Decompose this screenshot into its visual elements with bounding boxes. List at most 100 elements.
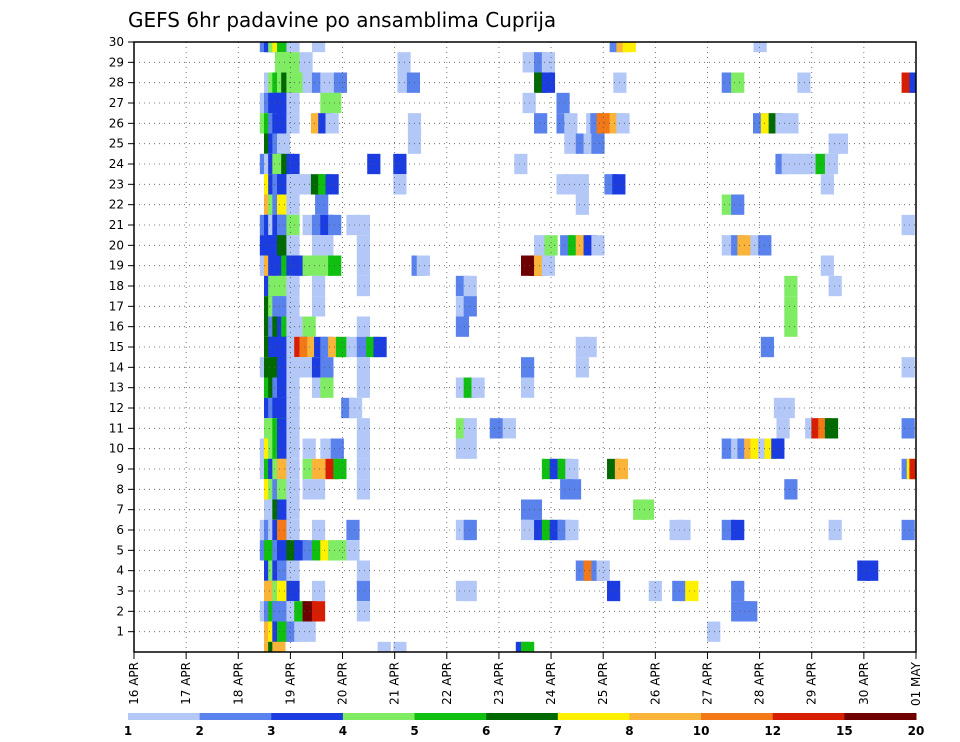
colorbar-label: 10	[693, 724, 710, 738]
heatmap-cell	[286, 580, 300, 602]
y-tick-label: 25	[109, 137, 124, 151]
heatmap-cell	[591, 133, 605, 154]
heatmap-cell	[834, 133, 849, 154]
heatmap-cell	[286, 194, 300, 215]
x-tick-label: 29 APR	[805, 662, 819, 705]
heatmap-cell	[286, 92, 300, 114]
heatmap-cell	[356, 479, 370, 500]
heatmap-cell	[731, 72, 745, 93]
heatmap-cell	[784, 479, 798, 500]
heatmap-cell	[489, 418, 503, 439]
heatmap-cell	[556, 92, 570, 114]
heatmap-cell	[901, 418, 915, 439]
heatmap-cell	[672, 580, 686, 602]
heatmap-cell	[541, 52, 556, 73]
heatmap-cell	[463, 438, 477, 459]
colorbar-label: 8	[625, 724, 633, 738]
colorbar-label: 20	[908, 724, 925, 738]
x-tick-label: 21 APR	[388, 662, 402, 705]
heatmap-cell	[731, 580, 745, 602]
heatmap-cell	[609, 42, 623, 53]
heatmap-cell	[356, 418, 370, 439]
y-tick-label: 7	[116, 503, 124, 517]
heatmap-cell	[640, 499, 655, 520]
y-tick-label: 23	[109, 177, 124, 191]
colorbar-label: 6	[482, 724, 490, 738]
heatmap-cell	[784, 275, 798, 297]
colorbar-label: 15	[836, 724, 853, 738]
x-tick-label: 16 APR	[127, 662, 141, 705]
heatmap-cell	[286, 214, 300, 236]
heatmap-cell	[455, 316, 470, 337]
colorbar: 1 2 3 4 5 6 7 8 10 12 15 20	[124, 713, 925, 738]
heatmap-cell	[463, 519, 477, 541]
heatmap-cell	[784, 316, 798, 337]
heatmap-cell	[471, 377, 485, 398]
y-tick-label: 3	[116, 584, 124, 598]
y-tick-label: 18	[109, 279, 124, 293]
heatmap-cell	[346, 519, 360, 541]
heatmap-cell	[565, 458, 579, 480]
heatmap-cell	[797, 72, 811, 93]
heatmap-cell	[286, 397, 300, 419]
heatmap-cell	[521, 357, 535, 378]
heatmap-cell	[286, 235, 300, 256]
heatmap-cell	[534, 235, 548, 256]
heatmap-cell	[901, 214, 915, 236]
x-tick-label: 25 APR	[596, 662, 610, 705]
y-tick-label: 6	[116, 523, 124, 537]
heatmap-cell	[320, 377, 334, 398]
y-tick-label: 15	[109, 340, 124, 354]
x-tick-label: 24 APR	[544, 662, 558, 705]
heatmap-cell	[325, 174, 339, 195]
heatmap-cell	[348, 397, 363, 419]
x-tick-label: 19 APR	[283, 662, 297, 705]
heatmap-cell	[820, 255, 834, 276]
heatmap-cell	[463, 580, 477, 602]
heatmap-cell	[356, 255, 370, 276]
heatmap-cell	[346, 336, 360, 358]
y-axis: 1234567891011121314151617181920212223242…	[109, 35, 134, 639]
y-tick-label: 14	[109, 360, 124, 374]
heatmap-cell	[333, 72, 348, 93]
x-tick-label: 28 APR	[753, 662, 767, 705]
x-tick-label: 01 MAY	[909, 661, 923, 706]
heatmap-cell	[564, 133, 578, 154]
heatmap-cell	[776, 418, 790, 439]
heatmap-cell	[330, 438, 344, 459]
heatmap-cell	[565, 519, 579, 541]
heatmap-cell	[528, 499, 543, 520]
x-tick-label: 26 APR	[648, 662, 662, 705]
heatmap-cell	[596, 560, 610, 581]
heatmap-cell	[320, 357, 334, 378]
heatmap-cell	[311, 479, 326, 500]
heatmap-cell	[771, 438, 785, 459]
heatmap-cell	[785, 113, 799, 134]
y-tick-label: 22	[109, 198, 124, 212]
heatmap-cell	[286, 479, 300, 500]
y-tick-label: 12	[109, 401, 124, 415]
heatmap-cell	[356, 316, 370, 337]
colorbar-label: 12	[764, 724, 781, 738]
y-tick-label: 11	[109, 421, 124, 435]
heatmap-cell	[575, 357, 589, 378]
colorbar-swatch	[772, 713, 845, 720]
heatmap-cell	[320, 235, 334, 256]
y-tick-label: 21	[109, 218, 124, 232]
heatmap-cell	[286, 458, 300, 480]
y-tick-label: 16	[109, 320, 124, 334]
heatmap-cell	[286, 377, 300, 398]
heatmap-cell	[521, 519, 535, 541]
heatmap-cell	[356, 235, 370, 256]
heatmap-cell	[909, 458, 916, 480]
heatmap-cell	[648, 580, 662, 602]
heatmap-cells	[259, 42, 916, 652]
heatmap-cell	[335, 336, 350, 358]
heatmap-cell	[320, 438, 334, 459]
heatmap-cell	[685, 580, 699, 602]
heatmap-cell	[346, 214, 360, 236]
heatmap-cell	[534, 113, 548, 134]
heatmap-cell	[277, 42, 291, 53]
x-tick-label: 27 APR	[700, 662, 714, 705]
